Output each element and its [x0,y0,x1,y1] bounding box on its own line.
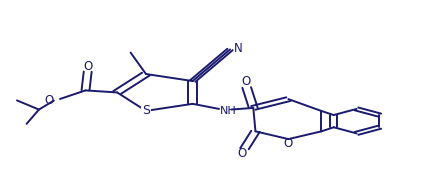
Text: O: O [44,94,54,107]
Text: O: O [83,60,92,73]
Text: N: N [234,42,242,55]
Text: NH: NH [220,106,237,116]
Text: O: O [284,137,293,150]
Text: O: O [241,75,251,88]
Text: S: S [142,104,150,117]
Text: O: O [238,147,247,160]
